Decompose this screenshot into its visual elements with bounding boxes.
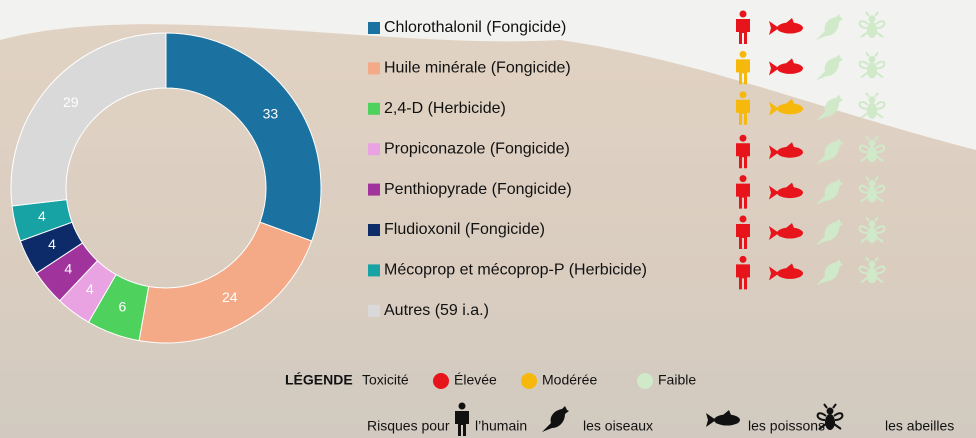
risk-type-label: les poissons — [748, 418, 825, 434]
legend-label: Mécoprop et mécoprop-P (Herbicide) — [384, 262, 647, 279]
chart: 33246444429 Chlorothalonil (Fongicide)Hu… — [0, 0, 976, 438]
icon-part — [869, 96, 876, 103]
icon-part — [869, 221, 876, 228]
segment-label: 29 — [63, 94, 79, 110]
icon-part — [867, 267, 877, 283]
legend-swatch — [368, 22, 380, 34]
icon-part — [777, 103, 803, 114]
icon-part — [869, 180, 876, 187]
legend-swatch — [368, 224, 380, 236]
icon-part — [867, 146, 877, 162]
level-label: Modérée — [542, 372, 597, 388]
risk-type-label: les abeilles — [885, 418, 954, 434]
risk-type-label: l’humain — [475, 418, 527, 434]
icon-part — [740, 135, 747, 142]
icon-part — [869, 56, 876, 63]
segment-label: 4 — [38, 208, 46, 224]
icon-part — [777, 147, 803, 158]
legend-swatch — [368, 305, 380, 317]
icon-part — [867, 187, 877, 203]
level-label: Faible — [658, 372, 696, 388]
segment-label: 4 — [86, 281, 94, 297]
icon-part — [869, 261, 876, 268]
icon-part — [825, 414, 835, 430]
segment-label: 33 — [263, 106, 279, 122]
icon-part — [459, 403, 466, 410]
risk-type-label: les oiseaux — [583, 418, 653, 434]
legend-swatch — [368, 264, 380, 276]
icon-part — [777, 228, 803, 239]
legend-swatch — [368, 143, 380, 155]
icon-part — [740, 216, 747, 223]
legend-label: Propiconazole (Fongicide) — [384, 140, 570, 157]
legend-label: Penthiopyrade (Fongicide) — [384, 181, 572, 198]
segment-label: 4 — [48, 236, 56, 252]
icon-part — [777, 268, 803, 279]
segment-label: 24 — [222, 289, 238, 305]
legend-swatch — [368, 184, 380, 196]
icon-part — [714, 415, 740, 426]
legend-label: 2,4-D (Herbicide) — [384, 100, 506, 117]
legend-label: Autres (59 i.a.) — [384, 302, 489, 319]
icon-part — [869, 140, 876, 147]
icon-part — [740, 11, 747, 18]
icon-part — [867, 22, 877, 38]
icon-part — [867, 227, 877, 243]
legend-title: LÉGENDE — [285, 372, 353, 388]
level-label: Élevée — [454, 372, 497, 388]
page: {"chart_data": { "type": "donut", "categ… — [0, 0, 976, 438]
icon-part — [869, 16, 876, 23]
toxicity-label: Toxicité — [362, 372, 409, 388]
segment-label: 4 — [64, 261, 72, 277]
icon-part — [740, 51, 747, 58]
icon-part — [867, 103, 877, 119]
icon-part — [740, 91, 747, 98]
icon-part — [740, 256, 747, 263]
icon-part — [777, 23, 803, 34]
legend-swatch — [368, 103, 380, 115]
level-swatch — [433, 373, 449, 389]
icon-part — [777, 63, 803, 74]
level-swatch — [521, 373, 537, 389]
icon-part — [740, 175, 747, 182]
legend-label: Fludioxonil (Fongicide) — [384, 221, 545, 238]
icon-part — [867, 62, 877, 78]
legend-label: Huile minérale (Fongicide) — [384, 60, 571, 77]
risks-label: Risques pour — [367, 418, 450, 434]
legend-label: Chlorothalonil (Fongicide) — [384, 19, 566, 36]
icon-part — [827, 408, 834, 415]
level-swatch — [637, 373, 653, 389]
icon-part — [777, 187, 803, 198]
legend-swatch — [368, 62, 380, 74]
segment-label: 6 — [118, 299, 126, 315]
